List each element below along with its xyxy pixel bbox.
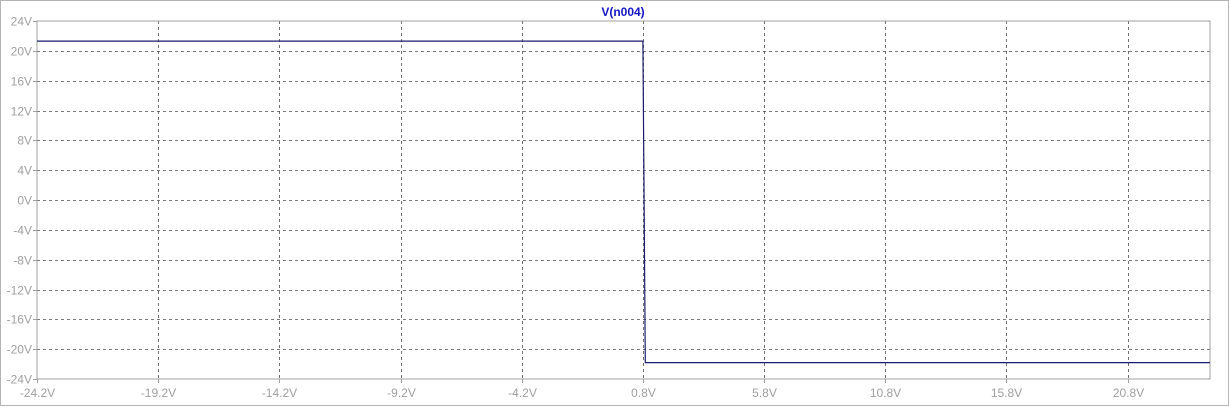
y-tick-label: -8V (13, 254, 32, 268)
y-tick-label: -16V (7, 313, 32, 327)
x-tick-label: -24.2V (20, 386, 55, 400)
plot-border (36, 20, 1211, 380)
y-tick-label: 16V (11, 75, 32, 89)
x-tick-label: -14.2V (262, 386, 297, 400)
x-tick-label: 10.8V (870, 386, 901, 400)
y-tick-label: -12V (7, 284, 32, 298)
x-tick-label: 15.8V (991, 386, 1022, 400)
x-tick-label: -9.2V (387, 386, 416, 400)
y-tick-label: 24V (11, 15, 32, 29)
grid (37, 21, 1210, 379)
y-tick-label: 20V (11, 45, 32, 59)
y-tick-label: 12V (11, 105, 32, 119)
y-tick-label: 8V (17, 134, 32, 148)
trace-layer (37, 40, 1210, 364)
y-tick-label: -4V (13, 224, 32, 238)
x-tick-labels: -24.2V -19.2V -14.2V -9.2V -4.2V 0.8V 5.8V 10.8… (20, 386, 1144, 400)
x-tick-label: -19.2V (141, 386, 176, 400)
trace-line[interactable] (37, 40, 1210, 364)
x-tick-label: 5.8V (752, 386, 777, 400)
y-tick-label: -20V (7, 343, 32, 357)
y-tick-label: 0V (17, 194, 32, 208)
y-tick-label: -24V (7, 373, 32, 387)
y-tick-labels: 24V 20V 16V 12V 8V 4V 0V -4V -8V -12V -16V -20V -24V (7, 15, 32, 387)
x-tick-label: 20.8V (1113, 386, 1144, 400)
trace-title[interactable]: V(n004) (601, 5, 644, 19)
y-tick-label: 4V (17, 164, 32, 178)
x-tick-label: -4.2V (508, 386, 537, 400)
plot-axes (33, 20, 1211, 383)
x-tick-label: 0.8V (631, 386, 656, 400)
